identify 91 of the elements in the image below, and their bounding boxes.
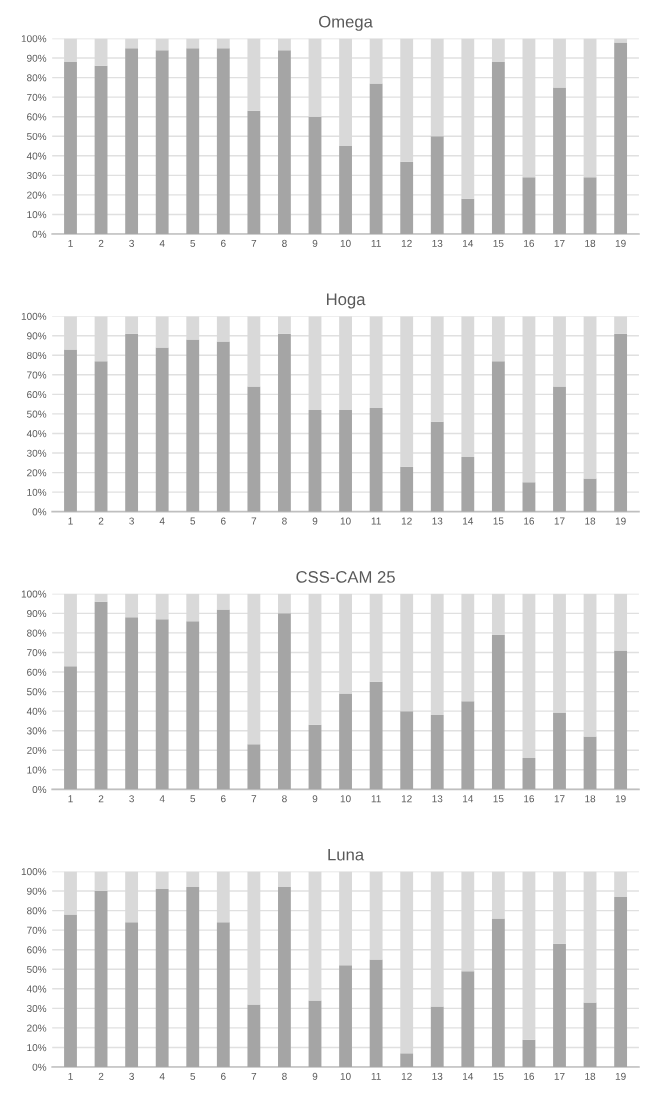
bar [216, 38, 230, 49]
bar [400, 1053, 414, 1067]
bar [614, 316, 628, 334]
bar [186, 887, 200, 1067]
bar [461, 701, 475, 790]
chart-title: Luna [328, 848, 365, 861]
bar [491, 361, 505, 512]
bar [216, 48, 230, 235]
bar [430, 421, 444, 512]
bar [369, 681, 383, 790]
bar [553, 87, 566, 235]
bar [278, 887, 291, 1067]
bar [216, 341, 230, 512]
bar [614, 650, 628, 790]
bar [461, 456, 475, 512]
bar [278, 613, 291, 790]
bar [155, 619, 169, 790]
bar [522, 758, 536, 790]
bar [278, 333, 291, 512]
bar [125, 316, 139, 334]
bar [308, 116, 322, 235]
bar [94, 601, 108, 790]
bar [186, 48, 200, 235]
bar [216, 609, 230, 790]
bar [125, 333, 139, 512]
bar [64, 61, 77, 235]
bar [308, 724, 322, 790]
bar [614, 42, 628, 235]
bar [583, 478, 597, 512]
bar [155, 871, 169, 890]
bar [186, 38, 200, 49]
bar [125, 38, 139, 49]
bar [491, 634, 505, 790]
bar [308, 1000, 322, 1067]
bar [522, 177, 536, 235]
bar [553, 943, 566, 1067]
bar [278, 50, 291, 235]
bar [491, 61, 505, 235]
bar [94, 65, 108, 235]
chart-title: Hoga [327, 293, 366, 309]
bar [400, 466, 414, 512]
bar [308, 410, 322, 512]
bar [553, 386, 566, 512]
bar [461, 971, 475, 1067]
bar [94, 891, 108, 1067]
bar [461, 198, 475, 235]
bar [94, 361, 108, 512]
bar [278, 316, 291, 334]
bar [430, 1006, 444, 1067]
bar [369, 959, 383, 1067]
bar [491, 918, 505, 1067]
chart-title: CSS-CAM 25 [296, 571, 395, 583]
bar [614, 896, 628, 1067]
bar [186, 339, 200, 512]
bar [339, 965, 352, 1067]
bar [247, 110, 261, 235]
bar [64, 349, 77, 512]
bar [369, 408, 383, 512]
bar [247, 386, 261, 512]
bar [278, 38, 291, 51]
bar [522, 1039, 536, 1067]
bar [339, 410, 352, 512]
bar [216, 922, 230, 1067]
bar [278, 871, 291, 888]
bar [247, 744, 261, 790]
bar [583, 1002, 597, 1067]
bar [522, 482, 536, 512]
bar [186, 871, 200, 888]
bar [125, 48, 139, 235]
bar [155, 38, 169, 51]
bar [247, 1004, 261, 1067]
bar [186, 621, 200, 790]
chart-title: Omega [319, 15, 373, 31]
bar [339, 146, 352, 235]
bar [553, 713, 566, 790]
bar [430, 136, 444, 235]
bar [430, 715, 444, 790]
bar [125, 617, 139, 790]
bar [155, 889, 169, 1067]
bar [155, 347, 169, 512]
bar [583, 177, 597, 235]
bar [583, 736, 597, 790]
bar [614, 333, 628, 512]
bar [400, 711, 414, 790]
bar [155, 50, 169, 235]
bar [339, 693, 352, 790]
bar [64, 914, 77, 1067]
bar [64, 666, 77, 790]
bar [125, 922, 139, 1067]
bar [369, 83, 383, 235]
bar [400, 161, 414, 235]
